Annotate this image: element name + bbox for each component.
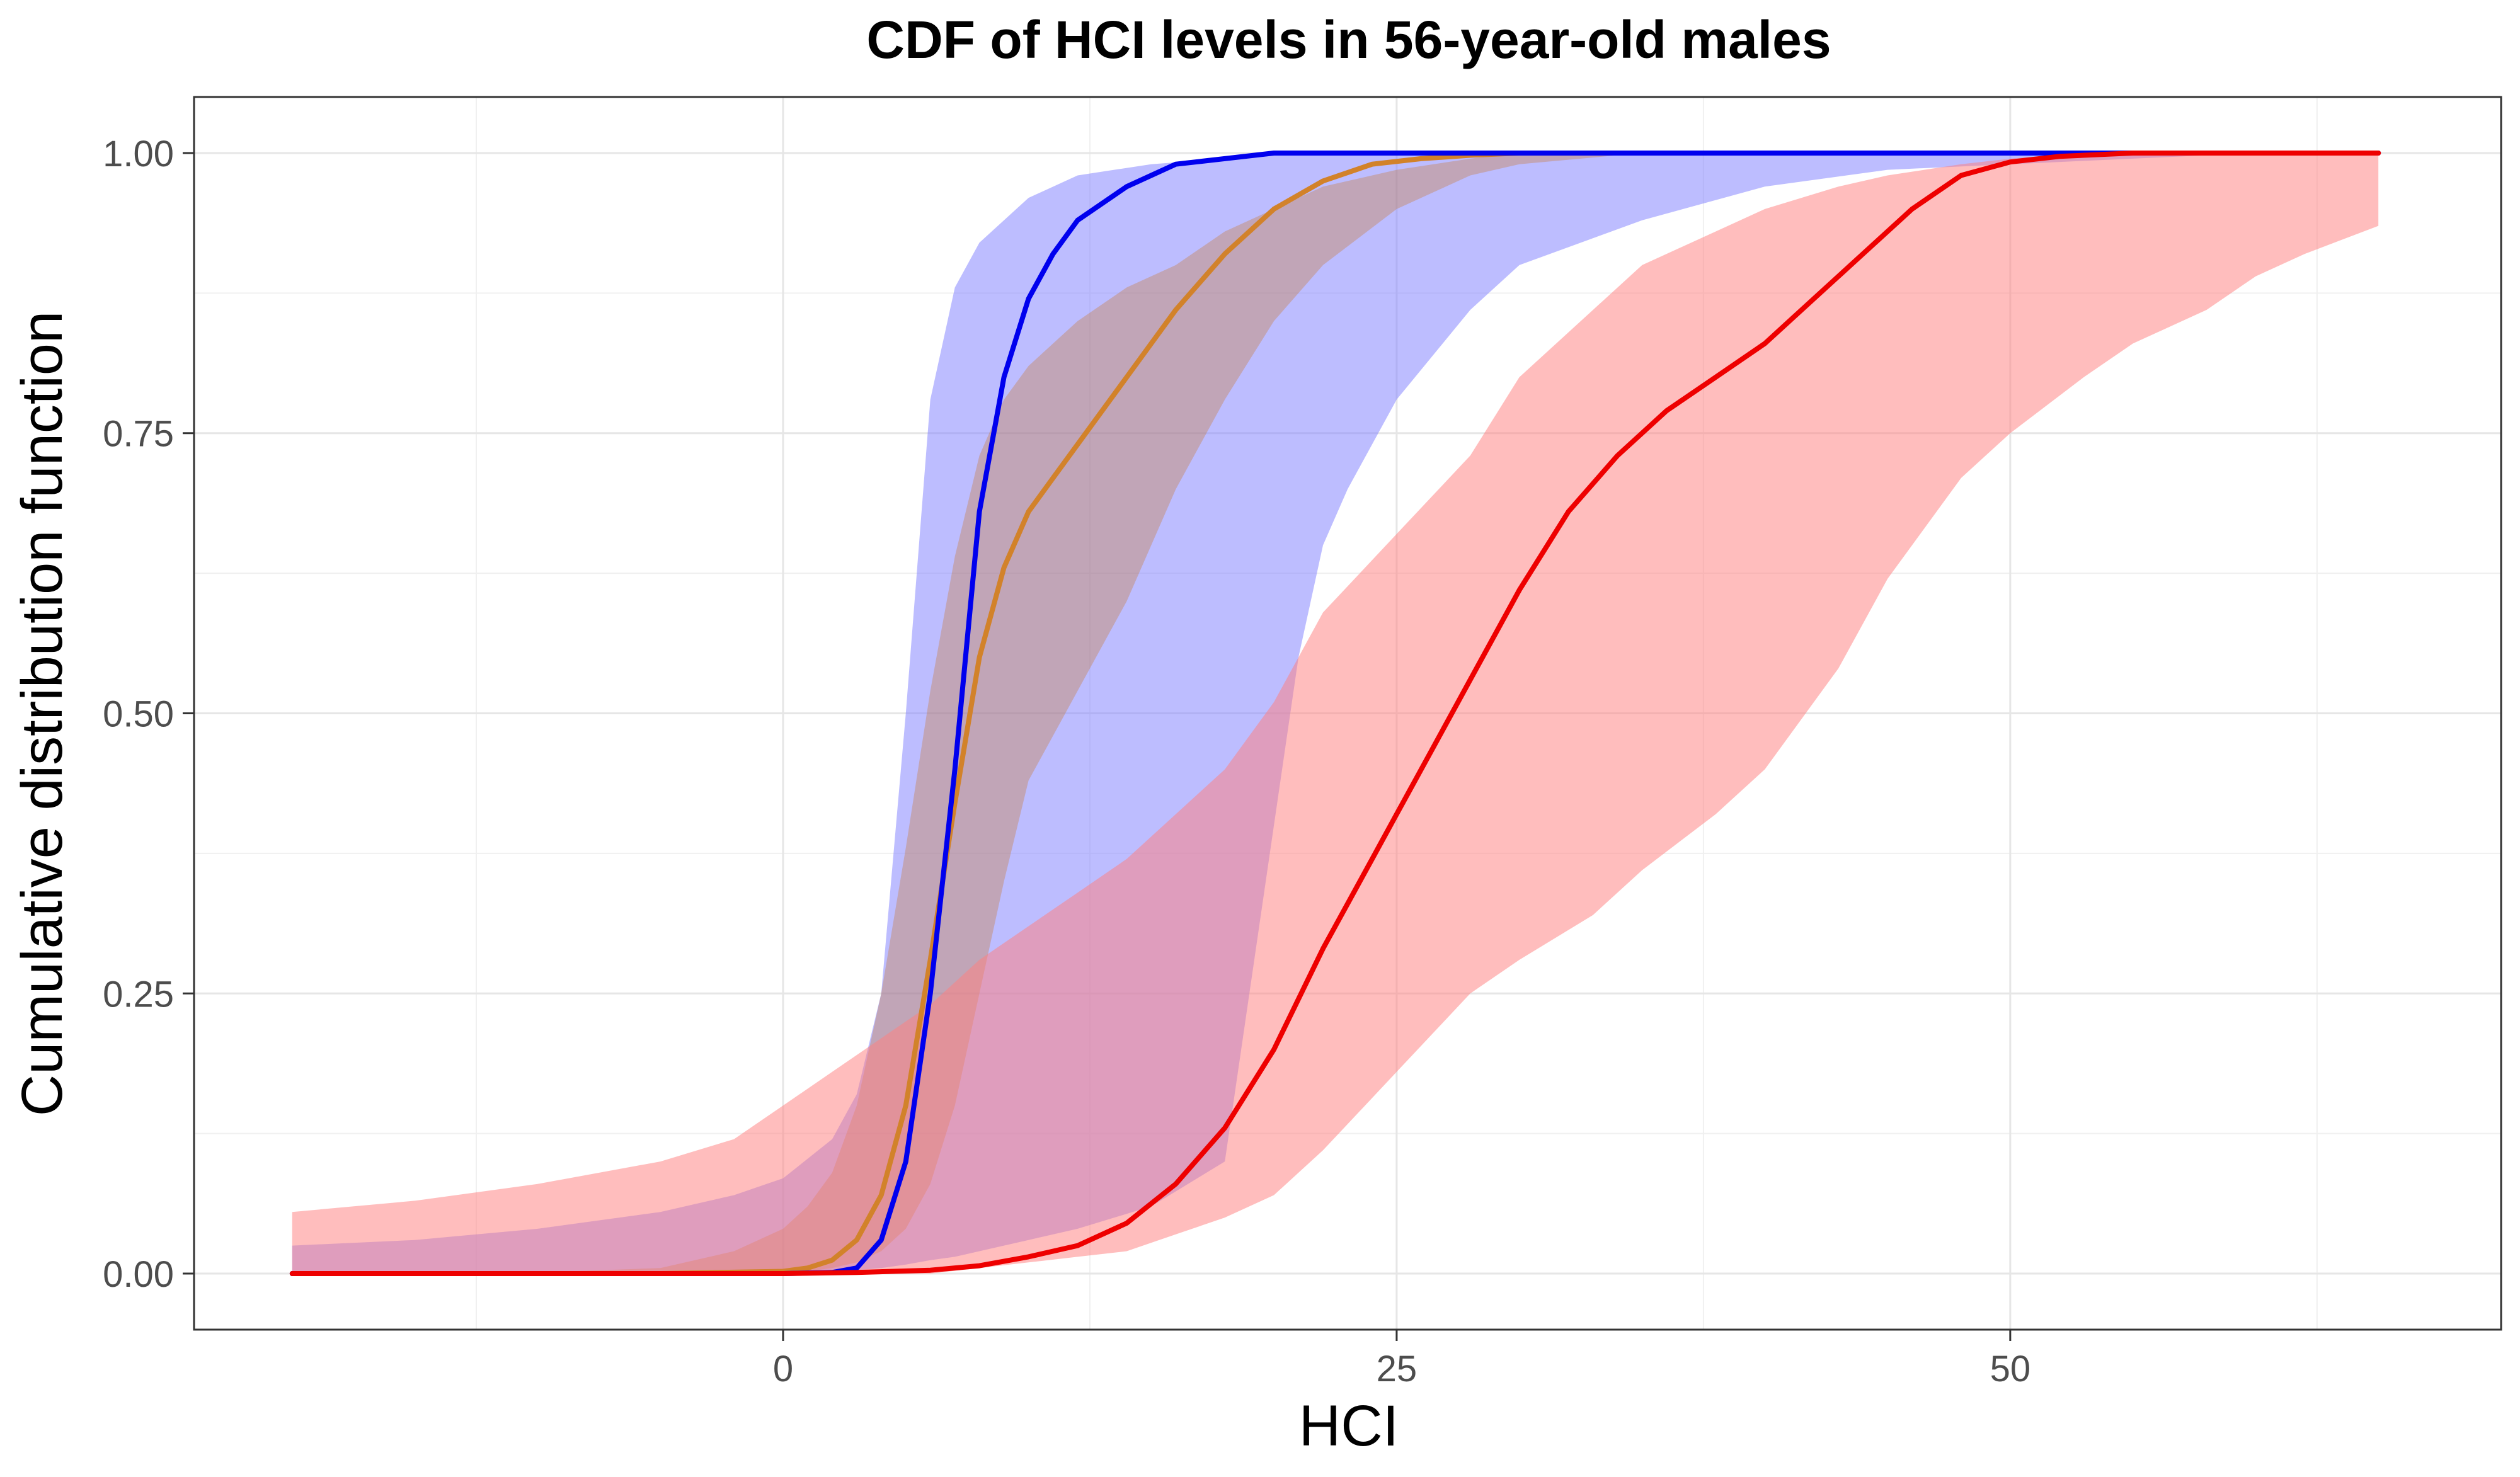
x-axis-title: HCI [1299,1394,1399,1458]
x-axis: 0 25 50 [773,1330,2030,1389]
y-axis: 0.00 0.25 0.50 0.75 1.00 [103,134,194,1295]
series-lines [289,151,2381,1276]
series-line-0 [289,151,2381,1276]
y-tick-label: 0.50 [103,694,174,735]
band-2 [292,153,2379,1274]
x-tick-label: 50 [1990,1349,2031,1389]
confidence-bands [292,153,2379,1274]
plot-area [193,96,2502,1331]
x-tick-label: 25 [1377,1349,1418,1389]
chart-title: CDF of HCI levels in 56-year-old males [866,10,1831,69]
band-0 [292,153,2379,1274]
y-tick-label: 0.75 [103,414,174,455]
y-tick-label: 1.00 [103,134,174,174]
y-tick-label: 0.00 [103,1254,174,1295]
y-tick-label: 0.25 [103,974,174,1015]
x-tick-label: 0 [773,1349,793,1389]
series-line-2 [289,151,2381,1276]
y-axis-title: Cumulative distribution function [10,311,74,1116]
